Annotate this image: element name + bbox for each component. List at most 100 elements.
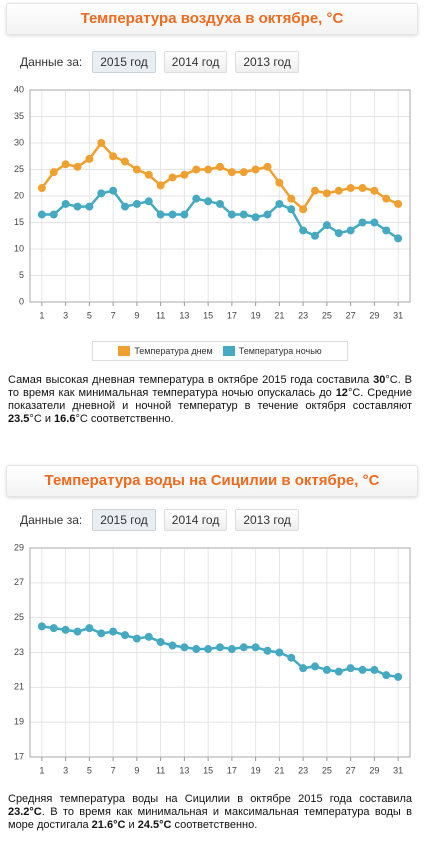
data-point <box>85 154 94 163</box>
x-tick-label: 3 <box>63 310 68 320</box>
data-point <box>370 218 379 227</box>
data-point <box>132 634 141 643</box>
description-text: . В то время как минимальная и максималь… <box>8 806 412 831</box>
data-point <box>358 218 367 227</box>
data-point <box>73 627 82 636</box>
data-point <box>239 210 248 219</box>
y-tick-label: 5 <box>19 270 24 280</box>
data-point <box>61 625 70 634</box>
x-tick-label: 1 <box>39 765 44 775</box>
x-tick-label: 9 <box>134 765 139 775</box>
tab-label: Данные за: <box>20 513 83 527</box>
x-tick-label: 11 <box>156 765 165 775</box>
data-point <box>251 213 260 222</box>
description-text: °C. Средние показатели дневной и ночной … <box>8 387 412 412</box>
data-point <box>97 139 106 147</box>
data-point <box>204 197 213 206</box>
description-text: Средняя температура воды на Сицилии в ок… <box>8 793 412 805</box>
year-tab[interactable]: 2014 год <box>163 51 228 73</box>
data-point <box>156 210 165 219</box>
data-point <box>37 184 46 193</box>
description-text: 23.2°C <box>8 806 42 818</box>
data-point <box>275 648 284 657</box>
x-tick-label: 31 <box>393 765 403 775</box>
data-point <box>168 173 177 182</box>
data-point <box>109 627 118 636</box>
data-point <box>287 653 296 662</box>
x-tick-label: 21 <box>274 765 284 775</box>
data-point <box>204 165 213 174</box>
tab-bar: Данные за: 2015 год 2014 год 2013 год <box>20 507 307 533</box>
data-point <box>168 641 177 650</box>
year-tab[interactable]: 2013 год <box>235 509 299 531</box>
data-point <box>144 632 153 641</box>
data-point <box>322 189 331 198</box>
year-tab[interactable]: 2015 год <box>92 509 156 531</box>
data-point <box>121 202 129 211</box>
data-point <box>382 194 391 203</box>
data-point <box>334 229 343 238</box>
data-point <box>311 231 319 240</box>
year-tab[interactable]: 2013 год <box>235 51 299 73</box>
data-point <box>61 199 70 208</box>
data-point <box>263 646 272 655</box>
x-tick-label: 25 <box>322 765 332 775</box>
legend-label: Температура днем <box>134 345 213 356</box>
description-text: 24.5°C <box>137 819 172 831</box>
data-point <box>382 226 391 235</box>
description-text: 21.6°C <box>91 819 126 831</box>
data-point <box>73 202 82 211</box>
data-point <box>346 664 355 673</box>
x-tick-label: 5 <box>87 310 92 320</box>
data-point <box>49 168 58 177</box>
y-tick-label: 35 <box>14 111 24 121</box>
data-point <box>121 631 129 640</box>
data-point <box>322 665 331 674</box>
description: Самая высокая дневная температура в октя… <box>8 374 412 426</box>
x-tick-label: 5 <box>87 765 92 775</box>
data-point <box>311 186 319 195</box>
data-point <box>37 210 46 219</box>
data-point <box>394 234 403 243</box>
data-point <box>394 199 403 208</box>
description-text: °C. В то время как минимальная температу… <box>8 374 412 399</box>
y-tick-label: 27 <box>14 577 24 587</box>
data-point <box>156 638 165 647</box>
data-point <box>121 157 129 166</box>
section-title: Температура воздуха в октябре, °C <box>6 3 418 35</box>
x-tick-label: 11 <box>156 310 165 320</box>
y-tick-label: 25 <box>14 612 24 622</box>
data-point <box>85 624 94 633</box>
data-point <box>85 202 94 211</box>
data-point <box>132 199 141 208</box>
y-tick-label: 17 <box>14 751 24 761</box>
series-line <box>41 625 399 679</box>
data-point <box>334 667 343 676</box>
year-tab[interactable]: 2014 год <box>163 509 228 531</box>
data-point <box>49 210 58 219</box>
data-point <box>239 643 248 652</box>
description-text: 23.5 <box>8 413 30 425</box>
data-point <box>370 186 379 195</box>
data-point <box>322 221 331 230</box>
data-point <box>156 181 165 190</box>
data-point <box>192 165 201 174</box>
data-point <box>299 664 308 673</box>
data-point <box>358 184 367 193</box>
year-tab[interactable]: 2015 год <box>92 51 156 73</box>
y-tick-label: 40 <box>14 84 24 94</box>
data-point <box>49 624 58 633</box>
data-point <box>334 186 343 195</box>
data-point <box>97 629 106 638</box>
data-point <box>275 178 284 187</box>
data-point <box>109 152 118 161</box>
y-tick-label: 30 <box>14 137 24 147</box>
x-tick-label: 27 <box>346 310 356 320</box>
data-point <box>216 199 224 208</box>
x-tick-label: 13 <box>179 765 189 775</box>
data-point <box>132 165 141 174</box>
data-point <box>299 226 308 235</box>
x-tick-label: 15 <box>203 310 213 320</box>
